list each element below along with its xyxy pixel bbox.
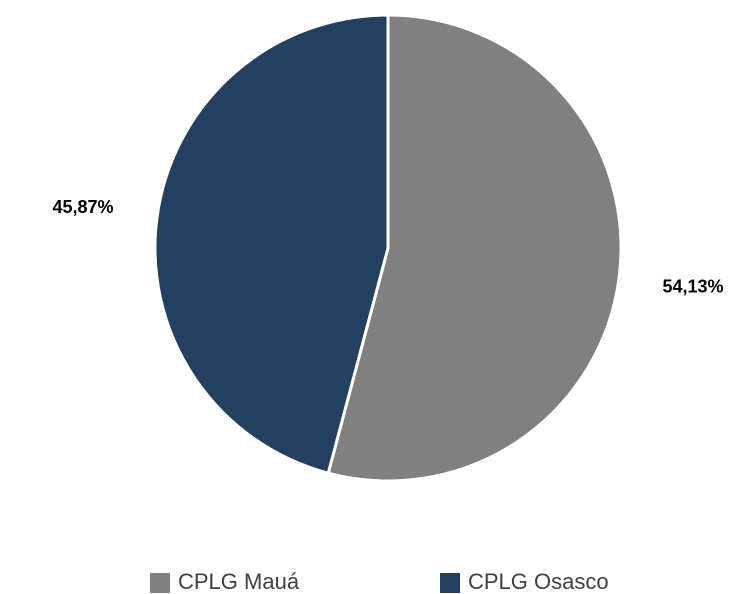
data-label: 45,87%	[52, 197, 113, 217]
legend-label: CPLG Mauá	[178, 569, 300, 594]
pie-slice	[326, 13, 623, 483]
pie-slice	[153, 13, 390, 475]
data-label: 54,13%	[662, 277, 723, 297]
legend-swatch	[150, 573, 170, 593]
legend-swatch	[440, 573, 460, 593]
legend-label: CPLG Osasco	[468, 569, 609, 594]
